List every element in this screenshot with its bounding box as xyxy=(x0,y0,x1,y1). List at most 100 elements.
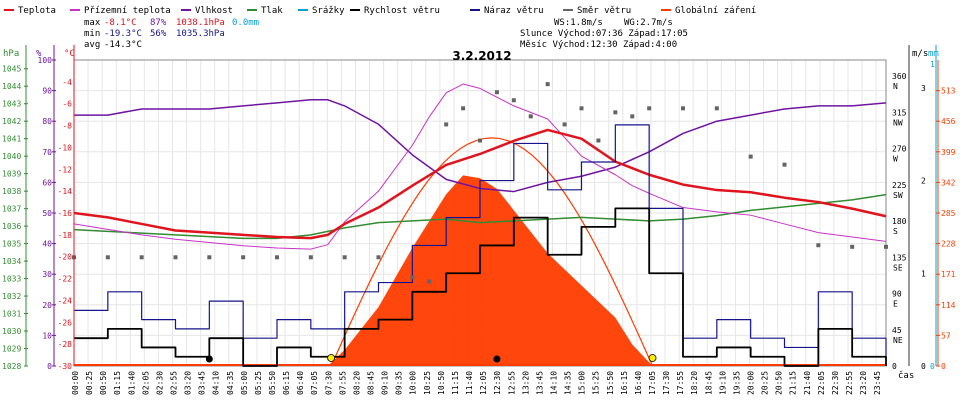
axis-time-tick: 04:35 xyxy=(226,371,235,395)
clear-sky-curve xyxy=(330,137,654,367)
axis-time-tick: 15:50 xyxy=(606,371,615,395)
axis-pressure-tick: 1032 xyxy=(2,292,21,301)
series-line-teplota xyxy=(73,128,887,240)
axis-time-tick: 00:00 xyxy=(71,371,80,395)
axis-humidity-tick: 60 xyxy=(42,178,52,187)
axis-time-tick: 07:05 xyxy=(310,371,319,395)
wind-direction-point xyxy=(630,114,635,119)
axis-pressure-tick: 1028 xyxy=(2,362,21,371)
axis-pressure-tick: 1030 xyxy=(2,327,21,336)
axis-pressure-tick: 1036 xyxy=(2,222,21,231)
axis-time-tick: 09:35 xyxy=(395,371,404,395)
axis-time: čas 00:00 00:25 00:50 01:15 01:40 02:05 02:30 0… xyxy=(71,370,914,395)
axis-time-tick: 10:00 xyxy=(409,371,418,395)
axis-humidity-tick: 80 xyxy=(42,117,52,126)
axis-radiation-tick: 342 xyxy=(941,178,956,187)
axis-direction-tick: 225 xyxy=(892,181,907,190)
axis-wind-tick: 3 xyxy=(921,84,926,93)
wind-direction-point xyxy=(562,122,567,127)
series-line-rychlost-v-tru xyxy=(74,207,887,367)
axis-time-tick: 16:40 xyxy=(634,371,643,395)
axis-pressure-tick: 1037 xyxy=(2,205,21,214)
stats-min-label: min xyxy=(84,29,100,39)
stats-min-temp: -19.3°C xyxy=(104,29,142,39)
axis-time-tick: 01:15 xyxy=(113,371,122,395)
axis-pressure-tick: 1040 xyxy=(2,152,21,161)
stats-max-temp: -8.1°C xyxy=(104,18,137,28)
wind-direction-point xyxy=(342,255,347,260)
legend: Teplota Přízemní teplota Vlhkost Tlak Srážky… xyxy=(4,6,756,16)
axis-time-tick: 06:15 xyxy=(282,371,291,395)
legend-label: Teplota xyxy=(18,6,56,16)
wind-direction-point xyxy=(579,106,584,111)
axis-pressure-tick: 1041 xyxy=(2,135,21,144)
axis-time-tick: 23:45 xyxy=(873,371,882,395)
axis-time-tick: 08:20 xyxy=(352,371,361,395)
info-block: WS:1.8m/s WG:2.7m/s Slunce Východ:07:36 … xyxy=(520,18,688,50)
wind-direction-point xyxy=(494,90,499,95)
axis-time-tick: 04:10 xyxy=(212,371,221,395)
info-ws: WS:1.8m/s xyxy=(554,18,603,28)
axis-radiation-tick: 399 xyxy=(941,148,956,157)
wind-direction-point xyxy=(748,154,753,159)
axis-time-tick: 07:30 xyxy=(324,371,333,395)
wind-direction-point xyxy=(681,106,685,111)
axis-time-tick: 00:25 xyxy=(85,371,94,395)
stats-max-press: 1038.1hPa xyxy=(176,18,225,28)
axis-pressure-tick: 1043 xyxy=(2,100,21,109)
axis-time-tick: 07:55 xyxy=(338,371,347,395)
axis-time-tick: 21:15 xyxy=(789,371,798,395)
axis-pressure-tick: 1038 xyxy=(2,187,21,196)
axis-direction-compass: SE xyxy=(893,263,903,272)
stats-min-press: 1035.3hPa xyxy=(176,29,225,39)
axis-humidity-unit: % xyxy=(36,49,42,59)
axis-time-tick: 02:05 xyxy=(141,371,150,395)
wind-direction-point xyxy=(173,255,178,260)
axis-time-tick: 00:50 xyxy=(99,371,108,395)
axis-pressure-tick: 1031 xyxy=(2,310,21,319)
series-line-vlhkost xyxy=(74,99,887,193)
legend-label: Přízemní teplota xyxy=(84,6,171,16)
wind-direction-point xyxy=(850,244,855,249)
axis-time-tick: 20:00 xyxy=(746,371,755,395)
axis-temperature-tick: -30 xyxy=(58,362,73,371)
axis-time-tick: 10:25 xyxy=(423,371,432,395)
axis-temperature-tick: -26 xyxy=(58,318,73,327)
axis-pressure-tick: 1029 xyxy=(2,345,21,354)
axis-pressure-tick: 1042 xyxy=(2,117,21,126)
wind-direction-point xyxy=(376,255,381,260)
axis-time-tick: 06:40 xyxy=(296,371,305,395)
series-line-p-zemn-teplota xyxy=(73,83,887,250)
axis-temperature-tick: -20 xyxy=(58,253,73,262)
axis-temperature-tick: -12 xyxy=(58,165,73,174)
axis-time-tick: 02:30 xyxy=(155,371,164,395)
wind-direction-point xyxy=(427,279,432,284)
axis-direction-compass: S xyxy=(893,227,898,236)
wind-direction-point xyxy=(647,106,652,111)
axis-rain-tick: 0 xyxy=(930,362,935,371)
axis-time-unit: čas xyxy=(898,370,914,381)
axis-direction-tick: 45 xyxy=(892,326,902,335)
axis-direction-compass: E xyxy=(893,300,898,309)
axis-pressure-tick: 1039 xyxy=(2,170,21,179)
axis-humidity-tick: 100 xyxy=(38,56,53,65)
axis-time-tick: 05:00 xyxy=(240,371,249,395)
wind-direction-point xyxy=(139,255,144,260)
marker-layer xyxy=(205,354,657,363)
axis-time-tick: 15:25 xyxy=(592,371,601,395)
axis-time-tick: 18:20 xyxy=(690,371,699,395)
axis-time-tick: 11:40 xyxy=(465,371,474,395)
wind-direction-point xyxy=(461,106,466,111)
wind-direction-point xyxy=(782,162,787,167)
axis-time-tick: 17:05 xyxy=(648,371,657,395)
axis-radiation-tick: 114 xyxy=(941,301,956,310)
axis-temperature-tick: -14 xyxy=(58,187,73,196)
axis-time-tick: 12:55 xyxy=(507,371,516,395)
axis-humidity-tick: 20 xyxy=(42,301,52,310)
axis-pressure-tick: 1044 xyxy=(2,82,21,91)
wind-direction-point xyxy=(596,138,601,143)
axis-temperature-tick: -22 xyxy=(58,275,73,284)
axis-humidity-tick: 40 xyxy=(42,240,52,249)
legend-label: Globální záření xyxy=(675,6,756,16)
axis-humidity-tick: 70 xyxy=(42,148,52,157)
